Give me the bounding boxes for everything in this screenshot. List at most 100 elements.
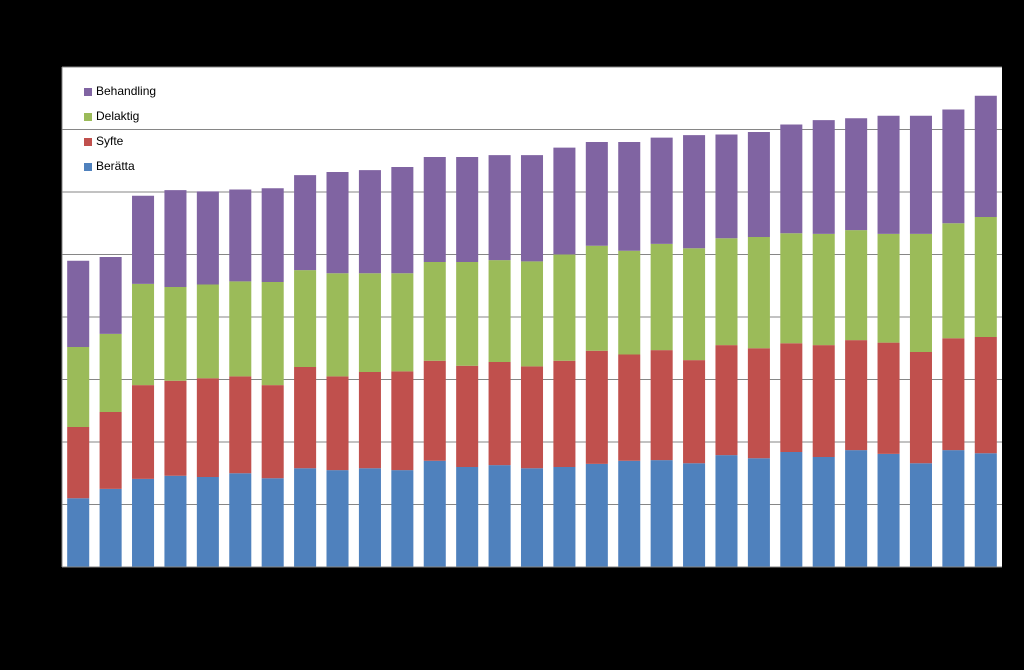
bar-segment — [585, 463, 608, 567]
bar-segment — [391, 273, 414, 372]
bar-segment — [974, 453, 997, 567]
bar-segment — [618, 142, 641, 251]
bar-segment — [229, 281, 252, 377]
bar-segment — [99, 488, 122, 567]
bar-segment — [812, 457, 835, 567]
bar-segment — [99, 257, 122, 334]
bar-segment — [488, 465, 511, 567]
bar-segment — [618, 250, 641, 355]
bar-segment — [456, 467, 479, 567]
bar-segment — [747, 458, 770, 567]
bar-segment — [294, 367, 317, 469]
bar-segment — [747, 348, 770, 459]
bar-segment — [229, 473, 252, 567]
bar-segment — [553, 254, 576, 361]
bar-segment — [99, 333, 122, 412]
bar-segment — [326, 172, 349, 274]
bar-segment — [650, 137, 673, 244]
bar-segment — [358, 170, 381, 274]
bar-segment — [196, 284, 219, 379]
bar-segment — [683, 463, 706, 567]
bar-segment — [164, 287, 187, 381]
bar-segment — [974, 337, 997, 454]
bar-segment — [261, 478, 284, 567]
bar-segment — [780, 233, 803, 344]
bar-segment — [67, 427, 90, 499]
bar-segment — [553, 467, 576, 567]
bar-segment — [715, 345, 738, 456]
bar-segment — [294, 270, 317, 367]
bar-segment — [294, 175, 317, 271]
bar-segment — [326, 470, 349, 567]
bar-segment — [391, 470, 414, 567]
bar-segment — [845, 340, 868, 451]
legend-swatch — [84, 138, 92, 146]
bar-segment — [261, 282, 284, 386]
bar-segment — [909, 115, 932, 234]
bar-segment — [423, 157, 446, 262]
bar-segment — [67, 347, 90, 427]
bar-segment — [520, 155, 544, 262]
bar-segment — [585, 142, 608, 246]
bar-segment — [456, 157, 479, 262]
bar-segment — [196, 477, 219, 567]
bar-segment — [942, 223, 965, 339]
bar-segment — [456, 262, 479, 366]
bar-segment — [423, 360, 446, 461]
bar-segment — [132, 385, 155, 479]
bar-segment — [456, 365, 479, 467]
bar-segment — [650, 350, 673, 461]
bar-segment — [747, 237, 770, 349]
bar-segment — [780, 124, 803, 234]
bar-segment — [747, 132, 770, 237]
bar-segment — [488, 362, 511, 466]
bar-segment — [650, 243, 673, 351]
legend-label: Syfte — [96, 134, 124, 148]
bar-segment — [618, 354, 641, 461]
bar-segment — [67, 260, 90, 347]
bar-segment — [877, 342, 900, 454]
bar-segment — [780, 343, 803, 452]
bar-segment — [974, 217, 997, 337]
bar-segment — [358, 468, 381, 567]
bar-segment — [585, 350, 608, 464]
bar-segment — [261, 188, 284, 282]
bar-segment — [391, 371, 414, 471]
bar-segment — [326, 376, 349, 471]
bar-segment — [488, 155, 511, 261]
bar-segment — [618, 460, 641, 567]
bar-segment — [229, 376, 252, 474]
legend-swatch — [84, 88, 92, 96]
bar-segment — [132, 195, 155, 284]
bar-segment — [358, 273, 381, 372]
bar-segment — [229, 189, 252, 282]
bar-segment — [715, 238, 738, 346]
bar-segment — [812, 233, 835, 346]
bar-segment — [715, 134, 738, 239]
bar-segment — [942, 109, 965, 224]
bar-segment — [877, 233, 900, 343]
bar-segment — [683, 135, 706, 249]
bar-segment — [520, 366, 544, 469]
bar-segment — [99, 412, 122, 489]
bar-segment — [683, 360, 706, 464]
bar-segment — [812, 345, 835, 457]
bar-segment — [715, 455, 738, 567]
bar-segment — [845, 230, 868, 341]
bar-segment — [196, 378, 219, 477]
bar-segment — [261, 385, 284, 479]
bar-segment — [164, 475, 187, 567]
bar-segment — [520, 468, 544, 567]
bar-segment — [358, 372, 381, 469]
legend-label: Behandling — [96, 84, 156, 98]
bar-segment — [650, 460, 673, 567]
legend-label: Delaktig — [96, 109, 139, 123]
bar-segment — [164, 190, 187, 287]
bar-segment — [132, 283, 155, 386]
bar-segment — [196, 191, 219, 285]
bar-segment — [909, 233, 932, 352]
bar-segment — [845, 118, 868, 231]
bar-segment — [909, 463, 932, 567]
bar-segment — [132, 478, 155, 567]
